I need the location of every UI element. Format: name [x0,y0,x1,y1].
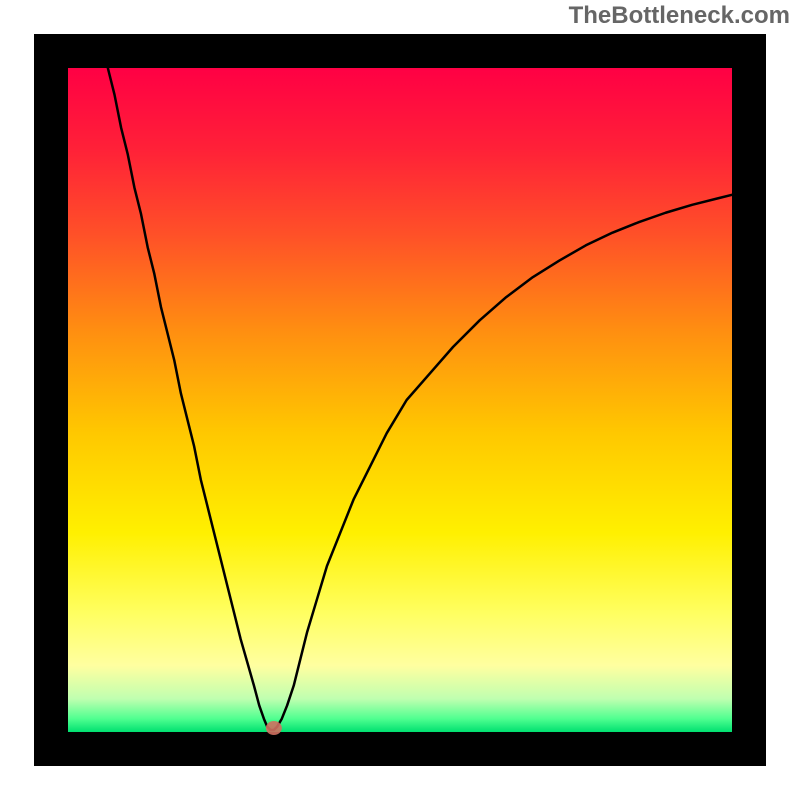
optimal-point-marker [266,721,282,735]
chart-outer-frame [34,34,766,766]
bottleneck-chart [34,34,766,766]
attribution-text: TheBottleneck.com [569,2,790,30]
plot-background [68,68,732,732]
